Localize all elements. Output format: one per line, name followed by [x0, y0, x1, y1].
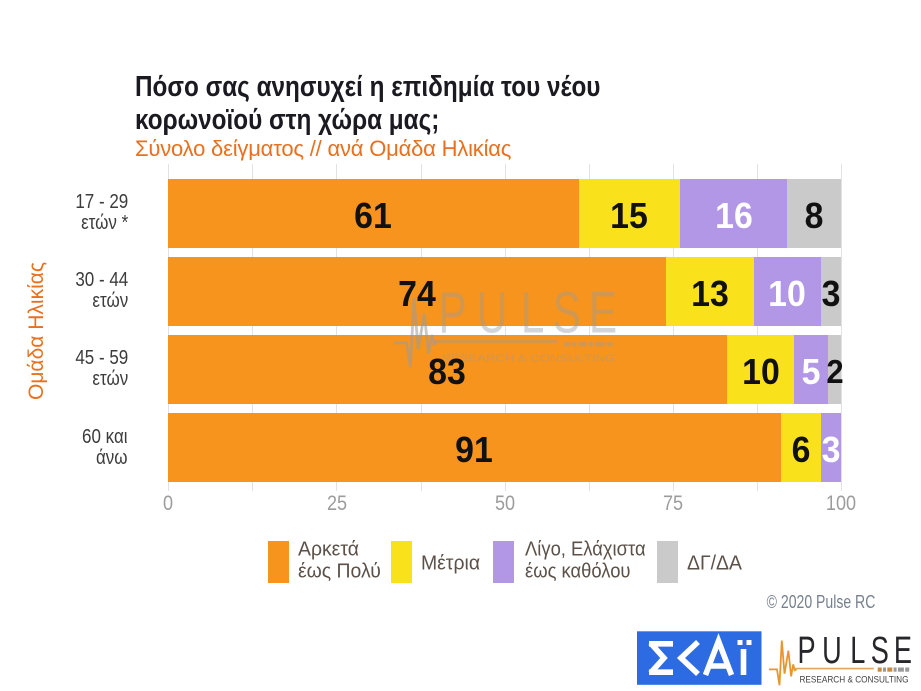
svg-text:RESEARCH & CONSULTING: RESEARCH & CONSULTING — [800, 674, 909, 684]
svg-text:S: S — [871, 628, 889, 670]
svg-text:E: E — [894, 628, 912, 670]
svg-text:U: U — [822, 628, 842, 670]
svg-text:P: P — [797, 628, 815, 670]
svg-text:L: L — [850, 628, 865, 670]
